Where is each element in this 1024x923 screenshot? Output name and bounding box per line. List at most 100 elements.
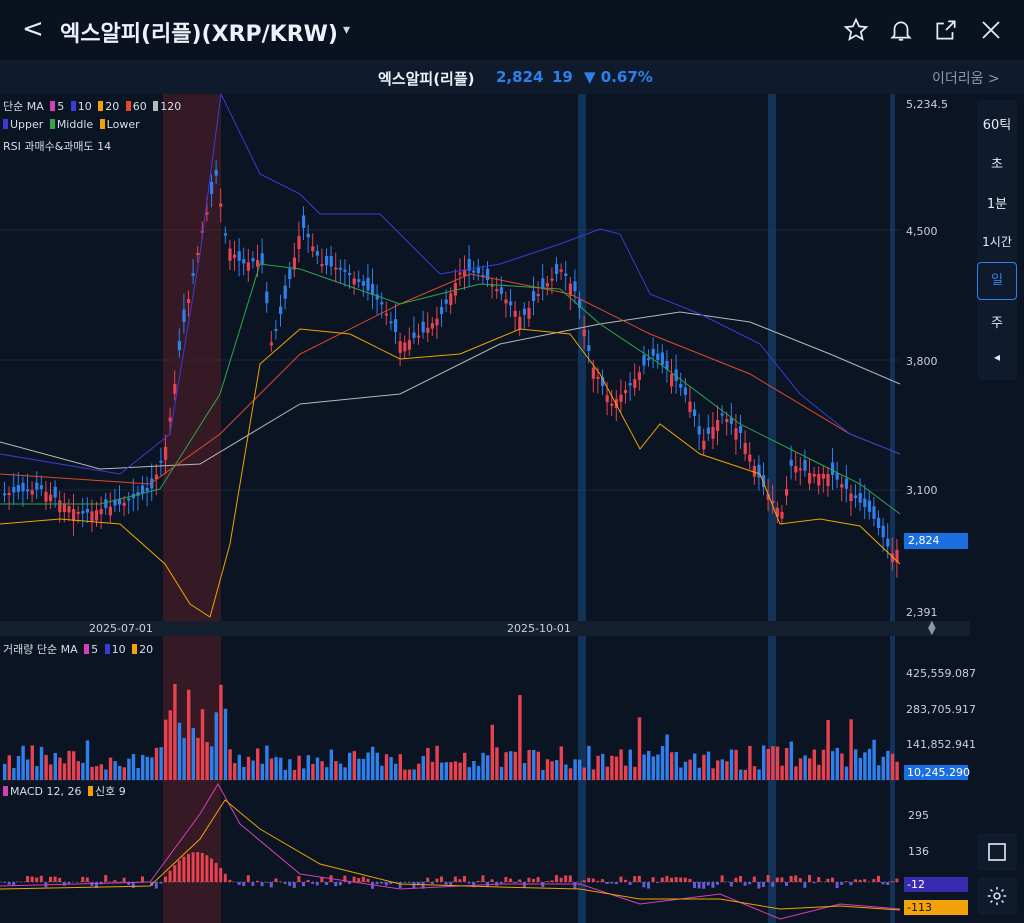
fullscreen-button[interactable] [977, 833, 1017, 871]
timeframe-1min[interactable]: 1분 [986, 197, 1008, 212]
volume-bar [739, 769, 743, 780]
volume-bar [407, 769, 412, 780]
date-label: 2025-10-01 [507, 622, 571, 635]
back-icon[interactable]: < [22, 14, 44, 44]
next-coin-link[interactable]: 이더리움 > [932, 71, 1000, 87]
timeframe-week[interactable]: 주 [991, 316, 1003, 331]
price-axis-label: 4,500 [906, 225, 938, 238]
candle-body [794, 466, 798, 473]
signal-value-tag: -113 [904, 900, 968, 915]
candle-body [743, 443, 747, 455]
volume-bar [679, 767, 683, 780]
highlight-band [890, 94, 895, 621]
macd-histogram-bar [518, 879, 522, 882]
volume-bar [168, 710, 172, 780]
candle-body [297, 236, 301, 249]
macd-histogram-bar [803, 882, 807, 888]
close-icon[interactable] [975, 14, 1007, 46]
volume-bar [596, 755, 600, 780]
candle-body [440, 306, 444, 314]
macd-histogram-bar [297, 876, 301, 882]
candle-body [329, 256, 333, 267]
macd-histogram-bar [30, 876, 34, 882]
macd-value-tag: -12 [904, 877, 968, 892]
volume-bar [628, 749, 632, 780]
candle-body [292, 257, 296, 270]
page-title[interactable]: 엑스알피(리플)(XRP/KRW) [60, 22, 338, 47]
macd-histogram-bar [361, 876, 365, 882]
star-icon[interactable] [840, 14, 872, 46]
candle-body [228, 248, 232, 261]
candle-body [99, 509, 103, 515]
macd-histogram-bar [274, 878, 278, 882]
volume-bar [389, 757, 393, 780]
resize-handle-icon[interactable]: ▲ ▼ [928, 619, 936, 637]
ma20-swatch [98, 101, 104, 111]
timeframe-day[interactable]: 일 [977, 262, 1017, 300]
volume-bar [352, 751, 356, 780]
volume-bar [39, 746, 44, 780]
volume-bar [260, 763, 264, 780]
volume-bar [780, 765, 784, 780]
candle-body [338, 267, 342, 270]
macd-histogram-bar [463, 875, 466, 882]
volume-bar [435, 745, 439, 780]
macd-histogram-bar [288, 882, 292, 886]
candle-body [550, 278, 554, 281]
macd-histogram-bar [614, 882, 618, 885]
macd-histogram-bar [435, 878, 439, 882]
candle-body [90, 511, 94, 522]
macd-histogram-bar [522, 882, 526, 888]
volume-bar [173, 683, 177, 780]
share-icon[interactable] [930, 14, 962, 46]
macd-histogram-bar [748, 882, 752, 885]
macd-histogram-bar [26, 876, 29, 882]
ma5-label: 5 [57, 100, 65, 113]
macd-histogram-bar [886, 882, 890, 885]
candle-body [748, 454, 752, 462]
macd-histogram-bar [798, 878, 802, 882]
candle-body [72, 509, 76, 522]
signal-line [0, 799, 901, 911]
macd-histogram-bar [509, 878, 512, 882]
macd-histogram-bar [375, 882, 379, 885]
timeframe-1hour[interactable]: 1시간 [982, 235, 1012, 249]
macd-histogram-bar [729, 882, 733, 887]
bell-icon[interactable] [885, 14, 917, 46]
volume-bar [394, 763, 398, 780]
volume-bar [7, 755, 11, 780]
candle-body [361, 281, 365, 286]
candle-body [62, 503, 66, 513]
collapse-arrow-icon[interactable]: ◂ [993, 350, 1001, 364]
volume-bar [256, 748, 260, 780]
volume-bar [191, 728, 195, 780]
timeframe-second[interactable]: 초 [991, 157, 1003, 172]
price-chart[interactable] [0, 94, 970, 923]
candle-body [136, 492, 140, 496]
candle-body [412, 332, 416, 338]
timeframe-60tick[interactable]: 60틱 [982, 118, 1012, 133]
candle-body [697, 426, 701, 435]
volume-bar [246, 756, 251, 780]
macd-histogram-bar [334, 882, 338, 887]
macd-histogram-bar [131, 882, 135, 888]
chevron-down-icon[interactable]: ▾ [343, 22, 351, 38]
macd-histogram-bar [785, 882, 788, 886]
candle-body [637, 372, 641, 380]
macd-histogram-bar [210, 858, 213, 882]
volume-bar [325, 767, 329, 780]
volume-bar [21, 745, 25, 780]
macd-histogram-bar [849, 882, 853, 886]
price-axis-label: 5,234.5 [906, 98, 948, 111]
volume-bar [205, 742, 209, 780]
ticker-price: 2,824 [496, 68, 544, 86]
candle-body [343, 269, 347, 272]
candle-body [844, 478, 848, 489]
macd-histogram-bar [12, 882, 16, 886]
macd-axis-label: 136 [908, 845, 929, 858]
candle-body [274, 328, 278, 331]
settings-button[interactable] [977, 877, 1017, 915]
macd-histogram-bar [771, 882, 775, 887]
volume-bar [486, 755, 490, 780]
volume-bar [453, 761, 458, 780]
